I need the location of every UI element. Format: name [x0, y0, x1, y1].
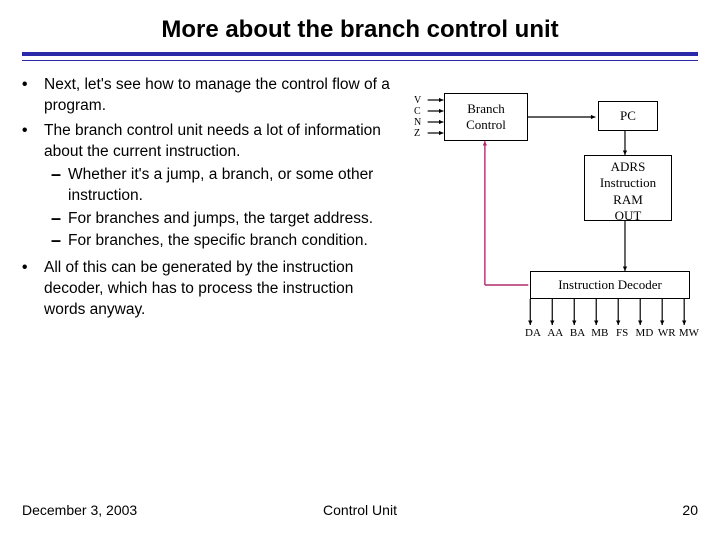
- bullet-dot: •: [22, 75, 44, 117]
- footer-date: December 3, 2003: [22, 502, 137, 518]
- title-rule-thick: [22, 52, 698, 56]
- bullet-text: All of this can be generated by the inst…: [44, 258, 392, 321]
- flag-label: V: [414, 95, 421, 106]
- box-label: Control: [466, 117, 506, 133]
- dash-icon: –: [44, 209, 68, 230]
- flag-label: N: [414, 117, 421, 128]
- dash-icon: –: [44, 231, 68, 252]
- decoder-output-label: DA: [522, 327, 544, 339]
- sub-bullet-text: For branches and jumps, the target addre…: [68, 209, 373, 230]
- sub-bullet-item: –For branches and jumps, the target addr…: [44, 209, 392, 230]
- bullet-item: •Next, let's see how to manage the contr…: [22, 75, 392, 117]
- sub-bullet-item: –Whether it's a jump, a branch, or some …: [44, 165, 392, 207]
- title-rule-thin: [22, 60, 698, 61]
- sub-bullet-list: –Whether it's a jump, a branch, or some …: [44, 165, 392, 253]
- branch-control-box: BranchControl: [444, 93, 528, 141]
- ram-title: InstructionRAM: [600, 175, 656, 208]
- pc-box: PC: [598, 101, 658, 131]
- bullet-dot: •: [22, 121, 44, 255]
- ram-out-label: OUT: [615, 208, 642, 224]
- box-label: PC: [620, 108, 636, 124]
- instruction-ram-box: ADRSInstructionRAMOUT: [584, 155, 672, 221]
- ram-adrs-label: ADRS: [611, 159, 646, 175]
- slide-footer: December 3, 2003 Control Unit 20: [0, 502, 720, 518]
- footer-title: Control Unit: [323, 502, 397, 518]
- sub-bullet-item: –For branches, the specific branch condi…: [44, 231, 392, 252]
- decoder-output-label: MW: [678, 327, 700, 339]
- bullet-body: Next, let's see how to manage the contro…: [44, 75, 392, 117]
- bullet-body: The branch control unit needs a lot of i…: [44, 121, 392, 255]
- decoder-output-label: MD: [633, 327, 655, 339]
- bullet-item: •The branch control unit needs a lot of …: [22, 121, 392, 255]
- branch-control-diagram: VCNZ BranchControl PC ADRSInstructionRAMOUT…: [402, 75, 698, 435]
- box-label: Instruction Decoder: [558, 277, 662, 293]
- dash-icon: –: [44, 165, 68, 207]
- box-label: Branch: [467, 101, 505, 117]
- flag-label: Z: [414, 128, 421, 139]
- sub-bullet-text: For branches, the specific branch condit…: [68, 231, 368, 252]
- bullet-text-column: •Next, let's see how to manage the contr…: [22, 75, 392, 435]
- content-area: •Next, let's see how to manage the contr…: [0, 75, 720, 435]
- decoder-output-label: FS: [611, 327, 633, 339]
- bullet-item: •All of this can be generated by the ins…: [22, 258, 392, 321]
- status-flags: VCNZ: [414, 95, 421, 139]
- footer-page-number: 20: [682, 502, 698, 518]
- slide-title: More about the branch control unit: [0, 0, 720, 52]
- decoder-output-label: MB: [589, 327, 611, 339]
- decoder-output-label: BA: [567, 327, 589, 339]
- decoder-output-label: WR: [656, 327, 678, 339]
- instruction-decoder-box: Instruction Decoder: [530, 271, 690, 299]
- bullet-dot: •: [22, 258, 44, 321]
- bullet-text: The branch control unit needs a lot of i…: [44, 121, 392, 163]
- decoder-output-label: AA: [544, 327, 566, 339]
- bullet-body: All of this can be generated by the inst…: [44, 258, 392, 321]
- bullet-text: Next, let's see how to manage the contro…: [44, 75, 392, 117]
- sub-bullet-text: Whether it's a jump, a branch, or some o…: [68, 165, 392, 207]
- flag-label: C: [414, 106, 421, 117]
